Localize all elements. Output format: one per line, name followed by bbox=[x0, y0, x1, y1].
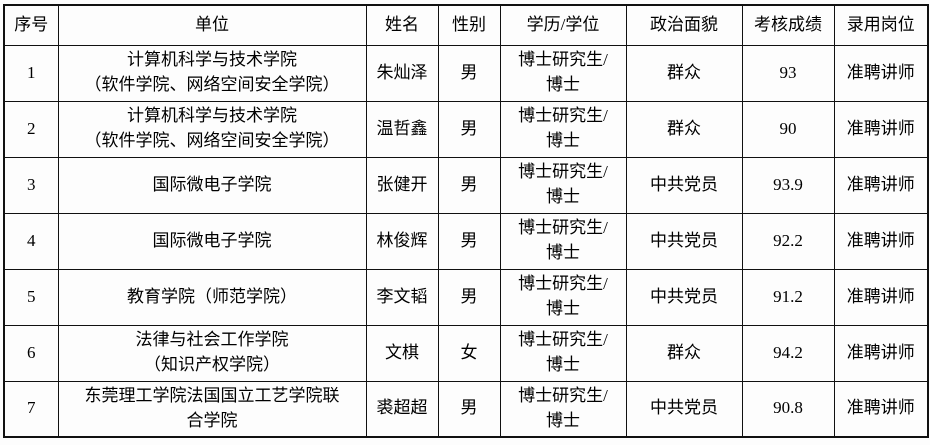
cell-gender: 男 bbox=[437, 212, 501, 270]
column-header-position: 录用岗位 bbox=[833, 4, 929, 46]
cell-political_status: 中共党员 bbox=[625, 268, 743, 326]
cell-name: 张健开 bbox=[365, 156, 439, 214]
cell-position: 准聘讲师 bbox=[833, 380, 929, 438]
header-row: 序号 单位 姓名 性别 学历/学位 政治面貌 考核成绩 录用岗位 bbox=[3, 4, 929, 46]
cell-unit: 教育学院（师范学院） bbox=[57, 268, 367, 326]
column-header-name: 姓名 bbox=[365, 4, 439, 46]
recruitment-result-table: 序号 单位 姓名 性别 学历/学位 政治面貌 考核成绩 录用岗位 1 计算机科学与… bbox=[3, 4, 929, 438]
cell-gender: 男 bbox=[437, 268, 501, 326]
cell-education: 博士研究生/ 博士 bbox=[499, 100, 627, 158]
cell-gender: 男 bbox=[437, 156, 501, 214]
cell-position: 准聘讲师 bbox=[833, 212, 929, 270]
cell-unit: 计算机科学与技术学院 （软件学院、网络空间安全学院） bbox=[57, 44, 367, 102]
cell-name: 朱灿泽 bbox=[365, 44, 439, 102]
cell-name: 文棋 bbox=[365, 324, 439, 382]
table-row: 1 计算机科学与技术学院 （软件学院、网络空间安全学院） 朱灿泽男博士研究生/ 博士… bbox=[3, 44, 929, 102]
cell-unit: 法律与社会工作学院 （知识产权学院） bbox=[57, 324, 367, 382]
column-header-unit: 单位 bbox=[57, 4, 367, 46]
cell-index: 3 bbox=[3, 156, 59, 214]
table-row: 2 计算机科学与技术学院 （软件学院、网络空间安全学院） 温哲鑫男博士研究生/ 博士… bbox=[3, 100, 929, 158]
cell-gender: 女 bbox=[437, 324, 501, 382]
cell-unit: 国际微电子学院 bbox=[57, 156, 367, 214]
cell-position: 准聘讲师 bbox=[833, 44, 929, 102]
cell-index: 5 bbox=[3, 268, 59, 326]
cell-political_status: 群众 bbox=[625, 324, 743, 382]
cell-political_status: 群众 bbox=[625, 44, 743, 102]
cell-index: 2 bbox=[3, 100, 59, 158]
cell-unit: 计算机科学与技术学院 （软件学院、网络空间安全学院） bbox=[57, 100, 367, 158]
cell-education: 博士研究生/ 博士 bbox=[499, 380, 627, 438]
column-header-education: 学历/学位 bbox=[499, 4, 627, 46]
cell-education: 博士研究生/ 博士 bbox=[499, 44, 627, 102]
table-row: 3 国际微电子学院 张健开男博士研究生/ 博士 中共党员 93.9 准聘讲师 bbox=[3, 156, 929, 214]
cell-index: 1 bbox=[3, 44, 59, 102]
cell-position: 准聘讲师 bbox=[833, 324, 929, 382]
table-row: 4 国际微电子学院 林俊辉男博士研究生/ 博士 中共党员 92.2 准聘讲师 bbox=[3, 212, 929, 270]
cell-score: 91.2 bbox=[741, 268, 835, 326]
column-header-index: 序号 bbox=[3, 4, 59, 46]
cell-education: 博士研究生/ 博士 bbox=[499, 212, 627, 270]
table-row: 6 法律与社会工作学院 （知识产权学院） 文棋女博士研究生/ 博士 群众 94.2 准聘讲… bbox=[3, 324, 929, 382]
cell-political_status: 中共党员 bbox=[625, 156, 743, 214]
cell-political_status: 中共党员 bbox=[625, 380, 743, 438]
column-header-gender: 性别 bbox=[437, 4, 501, 46]
cell-political_status: 群众 bbox=[625, 100, 743, 158]
column-header-political-status: 政治面貌 bbox=[625, 4, 743, 46]
cell-position: 准聘讲师 bbox=[833, 268, 929, 326]
cell-score: 90.8 bbox=[741, 380, 835, 438]
cell-unit: 东莞理工学院法国国立工艺学院联 合学院 bbox=[57, 380, 367, 438]
cell-position: 准聘讲师 bbox=[833, 100, 929, 158]
cell-score: 92.2 bbox=[741, 212, 835, 270]
cell-name: 裘超超 bbox=[365, 380, 439, 438]
cell-gender: 男 bbox=[437, 380, 501, 438]
cell-education: 博士研究生/ 博士 bbox=[499, 156, 627, 214]
cell-name: 温哲鑫 bbox=[365, 100, 439, 158]
cell-political_status: 中共党员 bbox=[625, 212, 743, 270]
cell-gender: 男 bbox=[437, 44, 501, 102]
cell-score: 90 bbox=[741, 100, 835, 158]
cell-score: 94.2 bbox=[741, 324, 835, 382]
table-body: 1 计算机科学与技术学院 （软件学院、网络空间安全学院） 朱灿泽男博士研究生/ 博士… bbox=[3, 44, 929, 438]
table-row: 5 教育学院（师范学院） 李文韬男博士研究生/ 博士 中共党员 91.2 准聘讲师 bbox=[3, 268, 929, 326]
table-header: 序号 单位 姓名 性别 学历/学位 政治面貌 考核成绩 录用岗位 bbox=[3, 4, 929, 46]
table-row: 7 东莞理工学院法国国立工艺学院联 合学院 裘超超男博士研究生/ 博士 中共党员 90.… bbox=[3, 380, 929, 438]
cell-unit: 国际微电子学院 bbox=[57, 212, 367, 270]
cell-gender: 男 bbox=[437, 100, 501, 158]
cell-score: 93.9 bbox=[741, 156, 835, 214]
cell-index: 4 bbox=[3, 212, 59, 270]
cell-index: 7 bbox=[3, 380, 59, 438]
cell-name: 李文韬 bbox=[365, 268, 439, 326]
cell-index: 6 bbox=[3, 324, 59, 382]
cell-position: 准聘讲师 bbox=[833, 156, 929, 214]
cell-education: 博士研究生/ 博士 bbox=[499, 268, 627, 326]
column-header-score: 考核成绩 bbox=[741, 4, 835, 46]
cell-education: 博士研究生/ 博士 bbox=[499, 324, 627, 382]
cell-name: 林俊辉 bbox=[365, 212, 439, 270]
cell-score: 93 bbox=[741, 44, 835, 102]
